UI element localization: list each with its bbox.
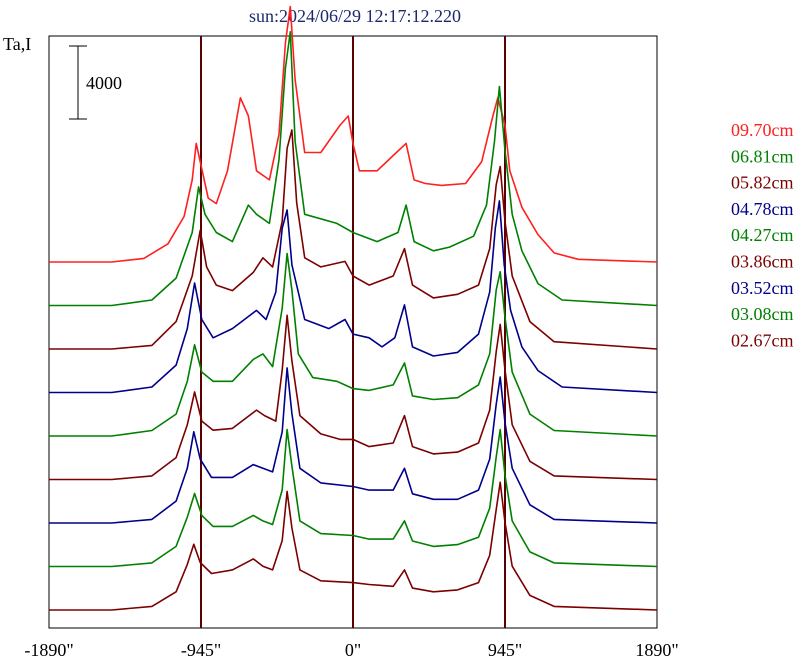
legend-entry: 09.70cm xyxy=(731,120,794,140)
legend-entry: 06.81cm xyxy=(731,146,794,166)
legend-entry: 03.52cm xyxy=(731,278,794,298)
x-tick-label: -945" xyxy=(181,640,221,660)
legend-entry: 03.86cm xyxy=(731,252,794,272)
scale-bar-label: 4000 xyxy=(86,73,122,93)
legend-entry: 04.27cm xyxy=(731,225,794,245)
legend-entry: 05.82cm xyxy=(731,173,794,193)
legend-entry: 02.67cm xyxy=(731,330,794,350)
x-tick-label: -1890" xyxy=(24,640,73,660)
chart-title: sun:2024/06/29 12:17:12.220 xyxy=(249,6,461,26)
legend-entry: 04.78cm xyxy=(731,199,794,219)
series-line-06.81cm xyxy=(49,31,658,307)
series-line-05.82cm xyxy=(49,129,658,350)
reference-lines xyxy=(200,36,506,628)
series-line-04.27cm xyxy=(49,252,658,437)
series-line-09.70cm xyxy=(49,5,658,263)
series-layer xyxy=(49,5,658,611)
legend-entry: 03.08cm xyxy=(731,304,794,324)
series-line-02.67cm xyxy=(49,481,658,611)
y-axis-label: Ta,I xyxy=(3,34,31,54)
series-line-04.78cm xyxy=(49,200,658,394)
series-line-03.86cm xyxy=(49,314,658,481)
x-tick-label: 0" xyxy=(345,640,361,660)
series-line-03.52cm xyxy=(49,367,658,524)
legend: 09.70cm 06.81cm 05.82cm 04.78cm 04.27cm 03.86… xyxy=(731,120,794,350)
x-tick-label: 945" xyxy=(488,640,522,660)
x-ticks: -1890" -945" 0" 945" 1890" xyxy=(24,640,678,660)
series-line-03.08cm xyxy=(49,428,658,568)
x-tick-label: 1890" xyxy=(635,640,678,660)
scale-bar: 4000 xyxy=(69,45,122,120)
